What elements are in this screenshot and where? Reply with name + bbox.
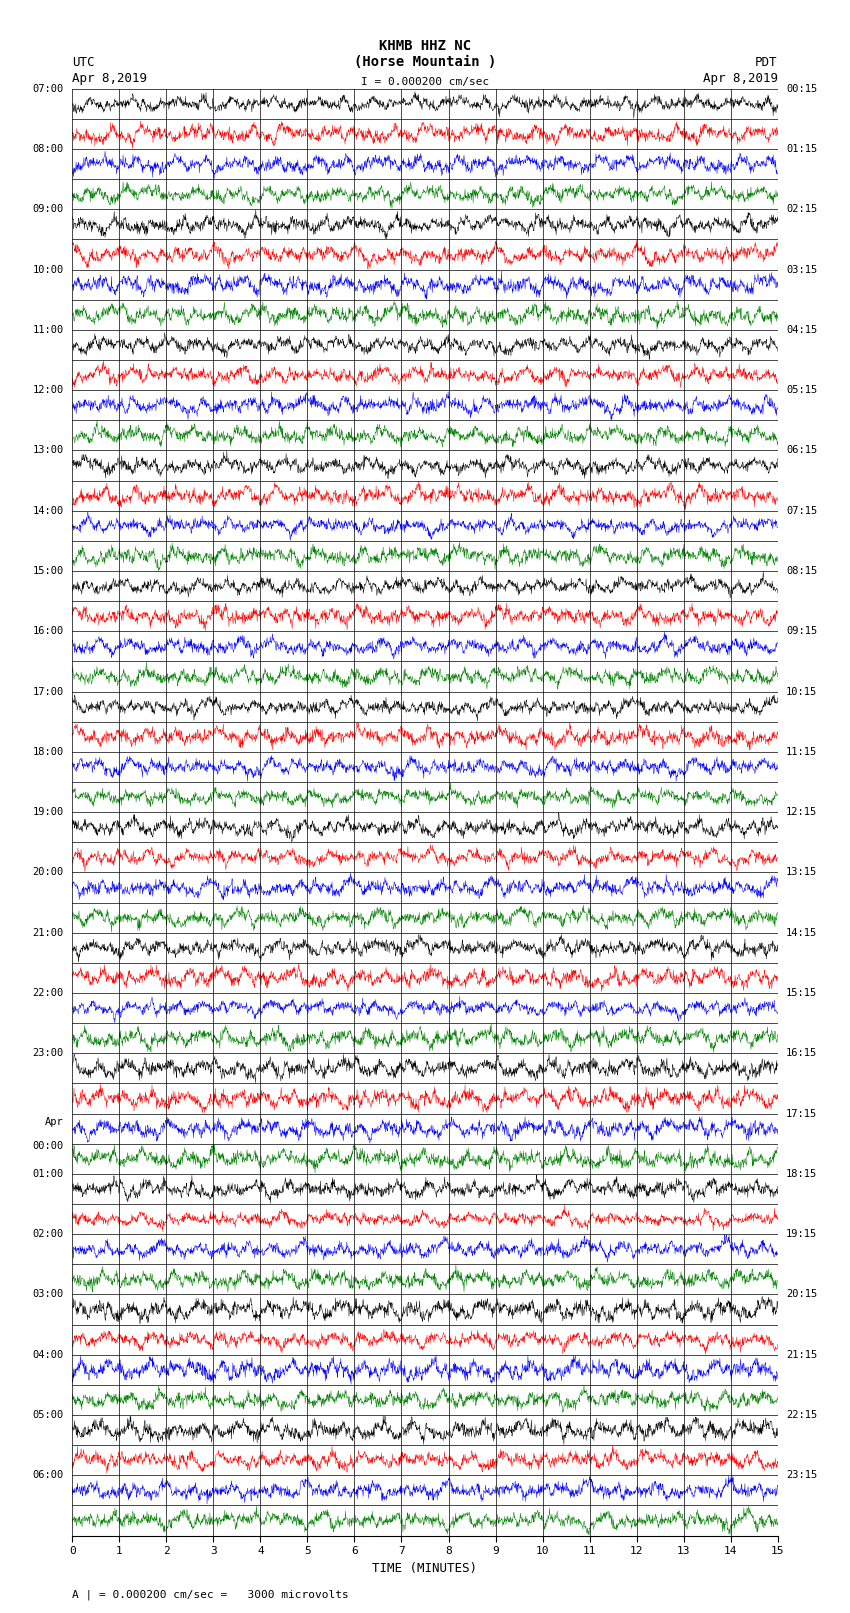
Text: 14:15: 14:15: [786, 927, 818, 937]
Text: 19:00: 19:00: [32, 806, 64, 818]
Text: 14:00: 14:00: [32, 506, 64, 516]
Text: 04:15: 04:15: [786, 324, 818, 336]
Text: 03:15: 03:15: [786, 265, 818, 274]
Text: 08:15: 08:15: [786, 566, 818, 576]
Text: 09:15: 09:15: [786, 626, 818, 636]
Text: 08:00: 08:00: [32, 144, 64, 153]
Text: 02:15: 02:15: [786, 205, 818, 215]
Text: 07:15: 07:15: [786, 506, 818, 516]
Text: 21:15: 21:15: [786, 1350, 818, 1360]
Text: 04:00: 04:00: [32, 1350, 64, 1360]
Text: 11:15: 11:15: [786, 747, 818, 756]
Text: 10:15: 10:15: [786, 687, 818, 697]
Text: 01:00: 01:00: [32, 1169, 64, 1179]
Text: 17:00: 17:00: [32, 687, 64, 697]
Text: Apr: Apr: [45, 1116, 64, 1126]
Text: 21:00: 21:00: [32, 927, 64, 937]
Text: 23:00: 23:00: [32, 1048, 64, 1058]
Text: 13:00: 13:00: [32, 445, 64, 455]
Text: 13:15: 13:15: [786, 868, 818, 877]
Text: 23:15: 23:15: [786, 1471, 818, 1481]
Text: 18:00: 18:00: [32, 747, 64, 756]
Text: 11:00: 11:00: [32, 324, 64, 336]
Text: 15:15: 15:15: [786, 989, 818, 998]
Text: 07:00: 07:00: [32, 84, 64, 94]
Text: UTC: UTC: [72, 56, 94, 69]
Text: A | = 0.000200 cm/sec =   3000 microvolts: A | = 0.000200 cm/sec = 3000 microvolts: [72, 1589, 349, 1600]
Text: 00:00: 00:00: [32, 1140, 64, 1150]
Text: KHMB HHZ NC: KHMB HHZ NC: [379, 39, 471, 53]
Text: 01:15: 01:15: [786, 144, 818, 153]
Text: 06:00: 06:00: [32, 1471, 64, 1481]
Text: 17:15: 17:15: [786, 1108, 818, 1118]
Text: 15:00: 15:00: [32, 566, 64, 576]
Text: 20:00: 20:00: [32, 868, 64, 877]
Text: 16:00: 16:00: [32, 626, 64, 636]
Text: 22:15: 22:15: [786, 1410, 818, 1419]
Text: 09:00: 09:00: [32, 205, 64, 215]
Text: 16:15: 16:15: [786, 1048, 818, 1058]
Text: (Horse Mountain ): (Horse Mountain ): [354, 55, 496, 69]
Text: 06:15: 06:15: [786, 445, 818, 455]
Text: 20:15: 20:15: [786, 1289, 818, 1300]
Text: 00:15: 00:15: [786, 84, 818, 94]
X-axis label: TIME (MINUTES): TIME (MINUTES): [372, 1561, 478, 1574]
Text: 05:15: 05:15: [786, 386, 818, 395]
Text: 22:00: 22:00: [32, 989, 64, 998]
Text: 02:00: 02:00: [32, 1229, 64, 1239]
Text: 18:15: 18:15: [786, 1169, 818, 1179]
Text: I = 0.000200 cm/sec: I = 0.000200 cm/sec: [361, 77, 489, 87]
Text: 05:00: 05:00: [32, 1410, 64, 1419]
Text: 19:15: 19:15: [786, 1229, 818, 1239]
Text: 12:00: 12:00: [32, 386, 64, 395]
Text: 03:00: 03:00: [32, 1289, 64, 1300]
Text: 10:00: 10:00: [32, 265, 64, 274]
Text: Apr 8,2019: Apr 8,2019: [72, 73, 147, 85]
Text: 12:15: 12:15: [786, 806, 818, 818]
Text: Apr 8,2019: Apr 8,2019: [703, 73, 778, 85]
Text: PDT: PDT: [756, 56, 778, 69]
